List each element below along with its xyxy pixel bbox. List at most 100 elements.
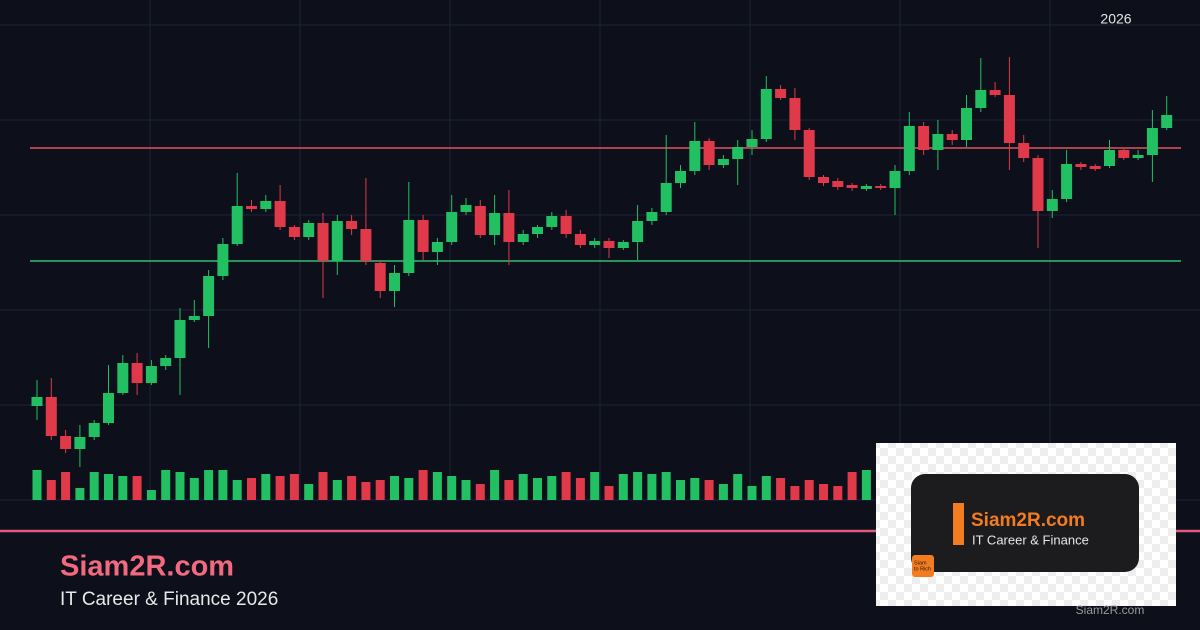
grid [0, 0, 1200, 501]
candle-body [975, 90, 987, 108]
logo-tagline: IT Career & Finance [972, 532, 1089, 547]
volume-bar [361, 482, 371, 500]
volume-bar [332, 480, 342, 500]
candle-body [474, 206, 486, 235]
candle-body [260, 201, 272, 209]
logo-icon [912, 555, 934, 577]
volume-bar [661, 472, 671, 500]
volume-bar [218, 470, 228, 500]
candle-body [503, 213, 515, 242]
candle-body [1018, 143, 1030, 158]
candle-body [532, 227, 543, 234]
candle-body [403, 220, 415, 273]
candle-body [860, 186, 872, 189]
candle-body [918, 126, 930, 150]
candle-body [889, 171, 901, 188]
volume-bar [504, 480, 514, 500]
candle-body [1061, 164, 1073, 199]
candle-body [717, 159, 729, 165]
volume-bar [718, 484, 728, 500]
volume-bar [547, 476, 557, 500]
volume-bar [118, 476, 128, 500]
volume-bar [847, 472, 857, 500]
candle-body [117, 363, 129, 393]
icon-text: Siam [914, 560, 927, 566]
volume-bar [633, 472, 643, 500]
volume-bar [647, 474, 657, 500]
year-label: 2026 [1100, 11, 1131, 27]
candle-body [617, 242, 629, 248]
volume-bar [304, 484, 314, 500]
volume-bar [175, 472, 185, 500]
candle-body [346, 221, 358, 229]
candle-body [374, 263, 386, 291]
volume-bar [819, 484, 828, 500]
candle-body [961, 108, 972, 140]
volume-bar [347, 476, 357, 500]
candle-body [1146, 128, 1158, 155]
candle-body [1032, 158, 1044, 211]
candle-body [331, 221, 343, 261]
volume-bar [575, 478, 585, 500]
volume-bar [704, 480, 714, 500]
candle-body [632, 221, 644, 242]
candle-body [574, 234, 586, 245]
volume-bar [447, 476, 457, 500]
candle-body [417, 220, 429, 252]
candle-body [1161, 115, 1173, 128]
volume-bar [533, 478, 542, 500]
candle-body [31, 397, 43, 406]
candle-body [1075, 164, 1087, 167]
candle-body [732, 147, 744, 159]
candle-body [145, 366, 157, 383]
candle-body [217, 244, 229, 276]
candle-body [188, 316, 200, 320]
brand-subtitle: IT Career & Finance 2026 [60, 589, 278, 610]
volume-bar [461, 480, 471, 500]
volume-bar [32, 470, 42, 500]
candle-body [489, 213, 501, 235]
volume-bar [733, 474, 743, 500]
volume-bar [161, 470, 171, 500]
volume-bar [604, 486, 614, 500]
volume-bar [189, 478, 199, 500]
volume-bar [275, 476, 285, 500]
candle-body [431, 242, 443, 252]
candle-body [846, 185, 858, 188]
candle-body [460, 205, 472, 212]
candle-body [1132, 155, 1144, 158]
volume-bar [75, 488, 85, 500]
volume-bar [318, 472, 328, 500]
volume-bar [261, 474, 271, 500]
candle-body [789, 98, 801, 130]
candle-body [303, 223, 315, 237]
watermark: Siam2R.com [1076, 603, 1145, 617]
candle-body [446, 212, 458, 242]
volume-bar [46, 480, 56, 500]
candle-body [60, 436, 72, 449]
candle-body [775, 89, 787, 98]
candle-body [760, 89, 772, 139]
candle-body [660, 183, 672, 212]
candle-body [746, 139, 758, 147]
candle-body [246, 206, 257, 209]
volume-bar [89, 472, 99, 500]
candle-body [903, 126, 915, 171]
candle-body [560, 216, 572, 234]
volume-bar [618, 474, 628, 500]
candle-body [932, 134, 944, 150]
candle-body [803, 130, 815, 177]
candle-body [45, 397, 57, 436]
volume-bar [61, 472, 71, 500]
logo: Siam2R.com IT Career & Finance Siam to R… [876, 443, 1176, 606]
volume-bar [475, 484, 485, 500]
candle-body [203, 276, 215, 316]
candle-body [989, 90, 1001, 95]
volume-bar [490, 470, 500, 500]
candle-body [832, 181, 844, 187]
candle-body [231, 206, 243, 244]
volume-bar [404, 478, 414, 500]
brand-title: Siam2R.com [60, 551, 234, 583]
candle-body [675, 171, 686, 183]
candle-body [1089, 166, 1101, 169]
